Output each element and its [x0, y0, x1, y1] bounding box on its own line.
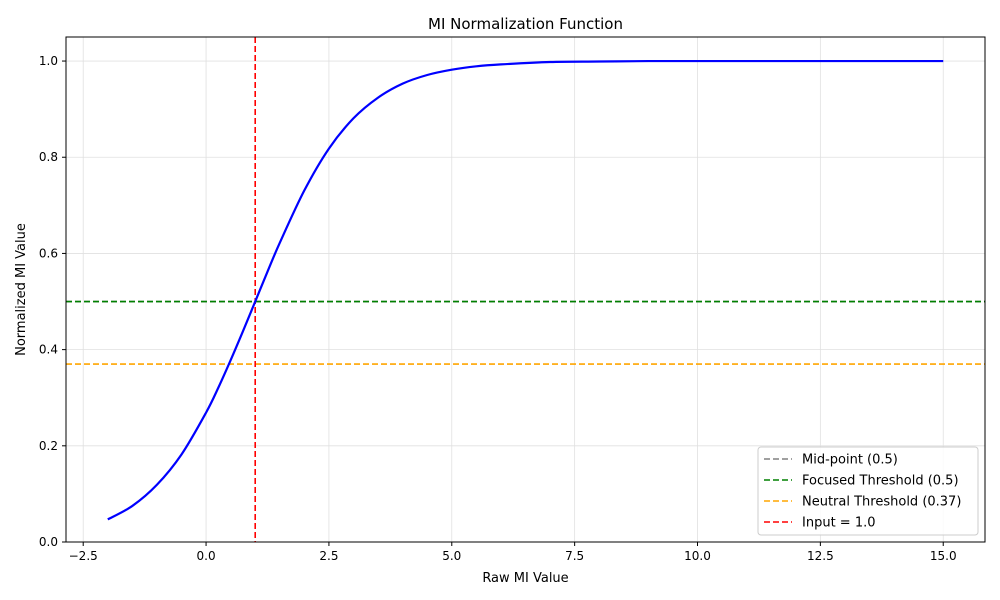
series-layer: [107, 59, 944, 521]
x-axis-label: Raw MI Value: [482, 571, 568, 586]
x-tick-label: −2.5: [69, 549, 98, 563]
normalization-curve: [107, 59, 944, 521]
legend-entry-midpoint: Mid-point (0.5): [764, 453, 898, 468]
x-axis-ticks: −2.5 0.0 2.5 5.0 7.5 10.0 12.5 15.0: [69, 542, 957, 563]
legend-entry-input: Input = 1.0: [764, 516, 876, 531]
reference-lines: [66, 37, 985, 542]
legend-label: Mid-point (0.5): [802, 453, 898, 468]
x-tick-label: 5.0: [442, 549, 461, 563]
y-tick-label: 0.4: [39, 343, 58, 357]
y-tick-label: 0.2: [39, 439, 58, 453]
legend-label: Input = 1.0: [802, 516, 876, 531]
chart-title: MI Normalization Function: [428, 15, 623, 33]
legend-label: Focused Threshold (0.5): [802, 474, 959, 489]
y-tick-label: 0.0: [39, 535, 58, 549]
x-tick-label: 15.0: [930, 549, 957, 563]
legend-entry-focused-threshold: Focused Threshold (0.5): [764, 474, 959, 489]
legend-entry-neutral-threshold: Neutral Threshold (0.37): [764, 495, 961, 510]
y-axis-ticks: 0.0 0.2 0.4 0.6 0.8 1.0: [39, 54, 66, 549]
x-tick-label: 2.5: [319, 549, 338, 563]
legend-label: Neutral Threshold (0.37): [802, 495, 961, 510]
legend: Mid-point (0.5) Focused Threshold (0.5) Ne…: [757, 446, 979, 536]
x-tick-label: 10.0: [684, 549, 711, 563]
legend-box: [757, 446, 979, 536]
x-tick-label: 12.5: [807, 549, 834, 563]
y-axis-label: Normalized MI Value: [14, 223, 29, 356]
axes-frame: [65, 36, 986, 543]
y-tick-label: 0.6: [39, 246, 58, 260]
x-tick-label: 7.5: [565, 549, 584, 563]
x-tick-label: 0.0: [197, 549, 216, 563]
y-tick-label: 1.0: [39, 54, 58, 68]
y-tick-label: 0.8: [39, 150, 58, 164]
